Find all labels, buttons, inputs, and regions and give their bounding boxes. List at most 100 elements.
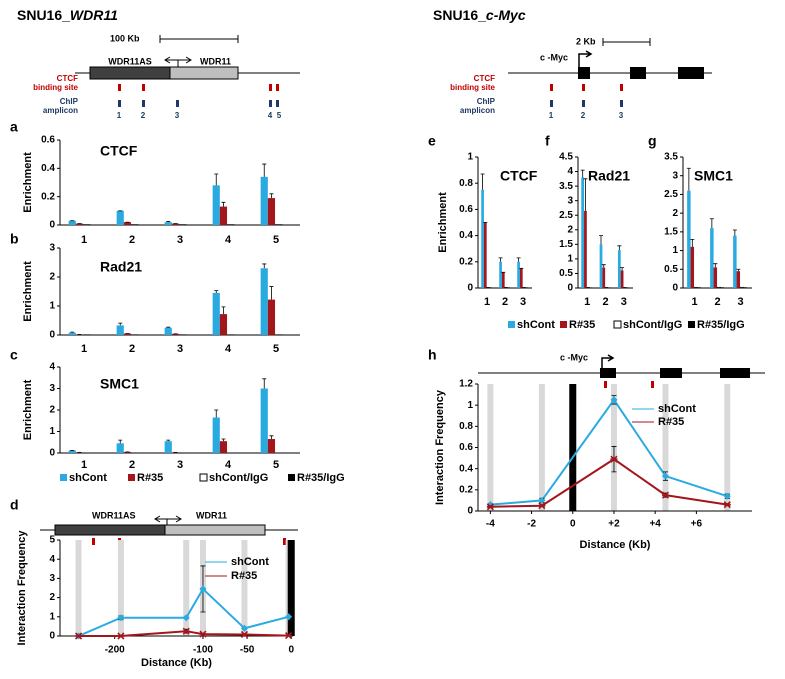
exon [678,67,704,79]
bar [267,198,276,225]
error-bar [601,264,606,268]
panel-label: d [10,497,19,513]
marker [74,632,83,640]
bar [584,210,587,288]
bar [710,228,714,288]
error-bar [166,326,171,328]
y-axis-label: Interaction Frequency [16,530,28,646]
amplicon-number: 5 [277,111,282,120]
panel-label: a [10,119,18,135]
bar [123,451,132,453]
x-tick-label: 1 [691,296,697,308]
y-tick-label: 0.4 [459,230,473,241]
y-tick-label: 0 [567,283,573,294]
y-tick-label: 0.6 [459,204,473,215]
x-tick-label: 0 [570,519,576,530]
error-bar [690,238,695,247]
ctcf-label: CTCF [474,74,495,83]
amplicons [550,100,623,107]
y-tick-label: 0 [49,220,55,231]
y-tick-label: 0 [672,283,678,294]
y-tick-label: 1 [49,301,55,312]
bar [164,222,172,225]
bar [687,190,691,288]
y-tick-label: 1 [567,254,573,265]
y-tick-label: 0 [49,330,55,341]
y-tick-label: 4 [567,166,573,177]
x-tick-label: 3 [737,296,743,308]
marker [240,630,249,639]
amplicon-label: amplicon [460,106,495,115]
error-bar [214,173,219,186]
chart-title: SMC1 [694,168,733,184]
x-tick-label: -4 [486,519,495,530]
marker [199,585,207,593]
bar [602,267,606,288]
scale-label: 100 Kb [110,33,140,43]
site-band [662,384,669,511]
bar [586,287,590,289]
error-bar [118,439,123,444]
scale-label: 2 Kb [576,36,596,46]
x-tick-label: 2 [602,296,608,308]
error-bar [70,331,75,333]
tss-arrow [601,354,615,368]
bar [260,176,268,225]
series-line [78,630,289,637]
bar [517,261,520,288]
gene-label: c -Myc [560,352,588,362]
legend-label: shCont [658,403,696,415]
bar [736,271,741,288]
ctcf-label: binding site [450,83,495,92]
bar [267,299,276,335]
heading-gene: WDR11 [70,7,118,23]
marker [199,630,207,638]
x-tick-label: -100 [193,645,213,656]
marker [117,614,125,622]
viewpoint-band [287,540,295,636]
error-bar [583,178,588,211]
x-tick-label: 2 [502,296,508,308]
y-tick-label: 2 [49,592,55,603]
y-tick-label: 4 [49,554,55,565]
x-tick-label: 3 [520,296,526,308]
bar [716,286,721,289]
marker [538,496,546,504]
series-line [490,398,728,506]
tss-arrow [578,50,593,67]
bar [68,332,76,335]
bar [733,235,737,288]
error-bar [599,235,604,245]
x-tick-label: 0 [288,645,294,656]
exon [600,368,616,378]
y-tick-label: 1 [49,611,55,622]
error-bar [221,201,226,207]
marker [610,455,618,463]
bar [171,223,180,225]
legend-label: R#35/IgG [697,319,745,331]
marker [486,503,494,511]
x-tick-label: 3 [177,343,183,355]
error-bar [214,290,219,293]
bar [589,287,593,288]
bar [501,272,505,288]
ctcf-label: binding site [33,83,78,92]
y-tick-label: 1 [672,245,678,256]
x-tick-label: 2 [129,343,135,355]
bar [690,246,695,288]
x-tick-label: +4 [649,519,661,530]
bar [68,450,76,453]
viewpoint-band [569,384,577,511]
y-axis-label: Enrichment [22,261,34,322]
y-tick-label: 1.2 [459,379,473,390]
error-bar [262,378,267,389]
bar [693,286,698,289]
legend-label: R#35/IgG [297,472,345,484]
legend-swatch [199,473,208,482]
y-tick-label: 2 [49,272,55,283]
y-tick-label: 5 [49,535,55,546]
y-tick-label: 3.5 [559,181,573,192]
site-band [183,540,190,636]
ctcf-label: CTCF [57,74,78,83]
amplicon-number: 3 [619,111,624,120]
